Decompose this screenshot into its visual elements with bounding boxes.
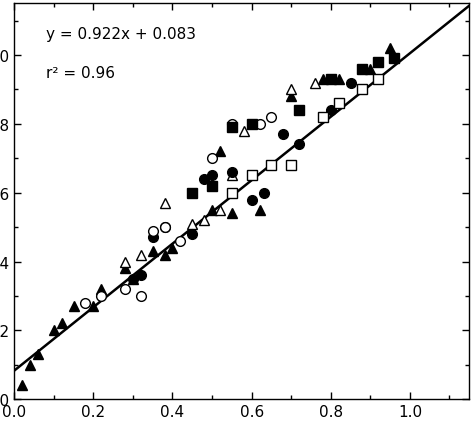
Text: y = 0.922x + 0.083: y = 0.922x + 0.083	[46, 26, 196, 42]
Text: r² = 0.96: r² = 0.96	[46, 66, 115, 81]
